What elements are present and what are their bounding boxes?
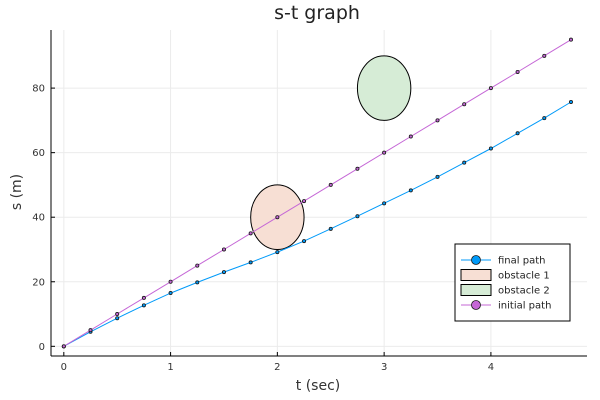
legend-label: obstacle 2 <box>498 286 550 297</box>
legend-label: initial path <box>498 301 551 312</box>
data-point <box>488 86 493 91</box>
data-point <box>115 312 120 317</box>
y-tick-label: 40 <box>32 213 45 224</box>
series-layer <box>61 37 573 349</box>
data-point <box>248 231 253 236</box>
data-point <box>195 280 200 285</box>
data-point <box>195 263 200 268</box>
data-point <box>88 328 93 333</box>
data-point <box>462 102 467 107</box>
data-point <box>168 291 173 296</box>
series-line <box>63 101 572 347</box>
data-point <box>568 37 573 42</box>
y-tick-label: 0 <box>39 342 45 353</box>
data-point <box>141 303 146 308</box>
data-point <box>355 214 360 219</box>
data-point <box>408 134 413 139</box>
plot-frame <box>50 30 587 357</box>
data-point <box>275 215 280 220</box>
series-line <box>63 39 572 347</box>
y-axis-title: s (m) <box>9 174 25 210</box>
data-point <box>302 199 307 204</box>
data-point <box>328 182 333 187</box>
data-point <box>328 226 333 231</box>
legend: final path obstacle 1 obstacle 2 initial pa… <box>454 243 571 322</box>
x-axis-title: t (sec) <box>296 378 340 394</box>
data-point <box>141 295 146 300</box>
data-point <box>115 316 120 321</box>
data-point <box>221 270 226 275</box>
x-tick-label: 2 <box>274 362 280 373</box>
obstacle-ellipse <box>356 55 412 121</box>
data-point <box>382 201 387 206</box>
data-point <box>355 166 360 171</box>
legend-swatch-box <box>460 269 492 281</box>
y-tick-label: 80 <box>32 84 45 95</box>
data-point <box>435 174 440 179</box>
legend-swatch-marker <box>471 255 481 265</box>
y-tick-label: 20 <box>32 277 45 288</box>
x-tick-label: 3 <box>381 362 387 373</box>
legend-label: obstacle 1 <box>498 271 550 282</box>
data-point <box>302 239 307 244</box>
data-point <box>542 116 547 121</box>
data-point <box>382 150 387 155</box>
data-point <box>488 146 493 151</box>
legend-swatch-box <box>460 284 492 296</box>
data-point <box>542 53 547 58</box>
data-point <box>462 160 467 165</box>
x-tick-label: 4 <box>488 362 494 373</box>
legend-swatch-marker <box>471 300 481 310</box>
data-point <box>61 344 66 349</box>
data-point <box>515 131 520 136</box>
data-point <box>515 69 520 74</box>
data-point <box>248 260 253 265</box>
legend-label: final path <box>498 256 545 267</box>
y-tick-label: 60 <box>32 148 45 159</box>
data-point <box>568 99 573 104</box>
x-tick-label: 0 <box>61 362 67 373</box>
data-point <box>408 188 413 193</box>
chart-title: s-t graph <box>274 2 360 24</box>
data-point <box>275 250 280 255</box>
grid-layer <box>51 30 587 356</box>
data-point <box>168 279 173 284</box>
data-point <box>221 247 226 252</box>
data-point <box>435 118 440 123</box>
x-tick-label: 1 <box>167 362 173 373</box>
